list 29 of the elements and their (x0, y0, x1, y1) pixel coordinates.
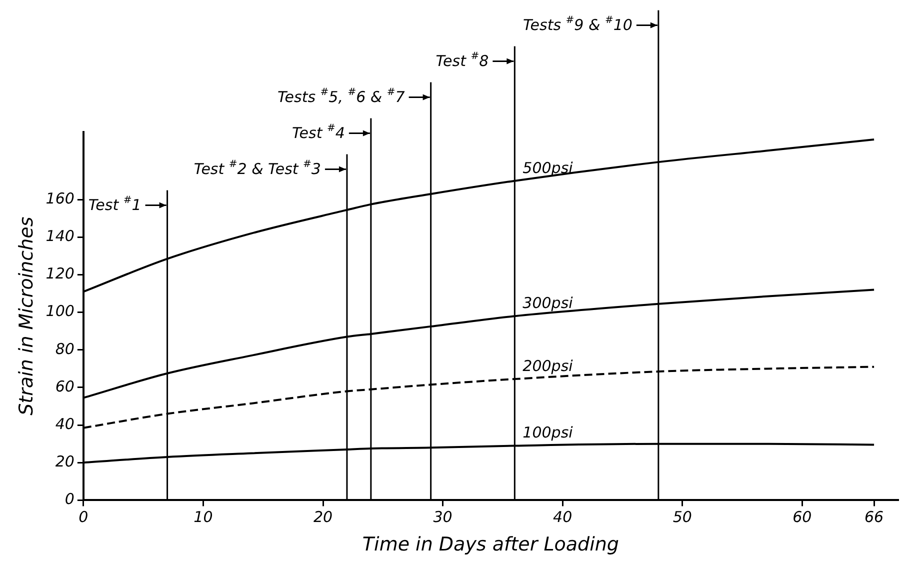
x-tick-label: 60 (792, 508, 812, 526)
x-axis-title: Time in Days after Loading (362, 534, 619, 556)
ref-line-label: Test #2 & Test #3 (194, 159, 321, 178)
x-tick-label: 20 (313, 508, 333, 526)
y-tick-label: 160 (46, 190, 74, 208)
series-label: 300psi (522, 294, 574, 312)
y-tick-label: 120 (46, 264, 74, 283)
x-tick-label: 66 (864, 508, 884, 526)
y-tick-label: 100 (46, 302, 74, 320)
x-tick-label: 10 (194, 508, 213, 526)
y-axis-title: Strain in Microinches (15, 216, 38, 416)
x-tick-label: 40 (553, 508, 572, 526)
y-tick-label: 140 (46, 227, 74, 246)
y-tick-label: 40 (55, 414, 74, 433)
ref-line-label: Test #8 (436, 51, 489, 70)
y-tick-label: 60 (55, 377, 74, 396)
y-tick-label: 0 (64, 490, 74, 508)
x-tick-label: 0 (78, 508, 88, 526)
y-tick-label: 80 (55, 340, 74, 358)
ref-line-label: Test #4 (292, 123, 345, 142)
series-label: 200psi (522, 357, 574, 376)
ref-line-label: Test #1 (88, 195, 142, 214)
ref-line-label: Tests #9 & #10 (522, 15, 632, 34)
x-tick-label: 50 (672, 508, 692, 526)
series-label: 100psi (522, 424, 574, 442)
series-label: 500psi (522, 158, 574, 177)
x-tick-label: 30 (433, 508, 452, 526)
ref-line-label: Tests #5, #6 & #7 (277, 87, 406, 106)
y-tick-label: 20 (55, 452, 74, 471)
